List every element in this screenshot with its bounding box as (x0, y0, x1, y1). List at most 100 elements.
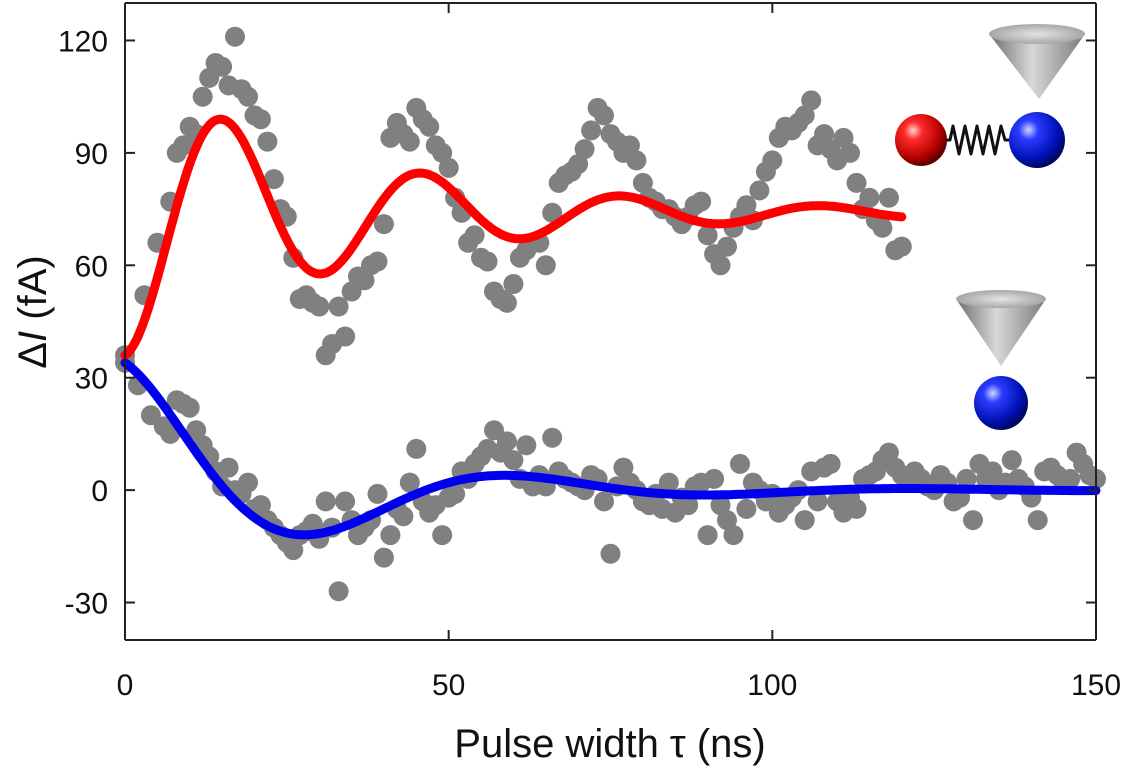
coupled-spins-data-point (794, 105, 815, 126)
coupled-spins-data-point (717, 236, 737, 257)
axes-frame (124, 2, 1097, 641)
coupled-spins-data-point (399, 131, 420, 152)
coupled-spins-data-point (814, 124, 835, 145)
stm-tip-icon (956, 290, 1046, 366)
single-spin-data-point (963, 510, 983, 531)
coupled-spins-data-point (250, 109, 271, 130)
single-spin-data-point (846, 498, 867, 519)
y-axis-label-unit: (fA) (11, 255, 55, 331)
single-spin-data-point (373, 547, 394, 568)
single-spin-data-point (704, 468, 725, 489)
single-spin-data-point (406, 438, 427, 459)
single-spin-data-point (140, 405, 161, 426)
coupled-spins-data-point (542, 202, 563, 223)
single-spin-data-point (283, 540, 304, 561)
single-spin-data-point (380, 525, 401, 546)
coupled-spins-data-point (846, 172, 867, 193)
coupled-spins-data-point (594, 105, 614, 126)
single-spin-data-point (723, 525, 744, 546)
single-spin-data-point (710, 495, 731, 516)
single-spin-data-point (335, 491, 356, 512)
single-spin-data-point (878, 442, 899, 463)
coupled-spins-data-point (328, 296, 349, 317)
blue-spin-icon (974, 376, 1028, 430)
stm-tip-icon (989, 24, 1085, 99)
y-tick-labels: -30 0 30 60 90 120 (58, 26, 108, 621)
y-tick-label: 0 (91, 475, 108, 508)
coupled-spins-data-point (859, 187, 880, 208)
coupled-spins-data-point (432, 142, 453, 163)
coupled-spins-data-point (762, 150, 783, 171)
single-spin-data-point (250, 495, 271, 516)
single-spin-data-point (730, 453, 750, 474)
single-spin-data-point (393, 506, 414, 527)
coupled-spins-data-point (367, 251, 388, 272)
single-spin-data-point (179, 397, 200, 418)
x-tick-label: 100 (747, 669, 797, 702)
single-spin-schematic (956, 290, 1046, 430)
coupled-spins-data-point (833, 127, 854, 148)
coupled-spins-data-point (438, 157, 459, 178)
coupled-spins-data-point (212, 56, 233, 77)
x-tick-labels: 0 50 100 150 (117, 669, 1121, 702)
coupled-spins-data-point (801, 90, 822, 111)
coupled-spins-data-points (115, 26, 912, 366)
single-spin-data-point (315, 491, 336, 512)
coupled-spins-data-point (257, 131, 278, 152)
x-axis-label: Pulse width τ (ns) (454, 722, 765, 766)
single-spin-data-point (186, 420, 207, 441)
y-tick-label: 90 (75, 138, 108, 171)
coupled-spins-schematic (895, 24, 1085, 168)
coupled-spins-data-point (891, 236, 912, 257)
red-spin-icon (895, 114, 947, 166)
single-spin-data-point (432, 525, 453, 546)
coupled-spins-fit-curve (120, 114, 907, 360)
single-spin-data-point (1060, 468, 1081, 489)
single-spin-data-point (697, 525, 718, 546)
y-axis-label-prefix: Δ (11, 342, 55, 369)
coupled-spins-data-point (341, 281, 362, 302)
single-spin-data-point (328, 581, 349, 602)
single-spin-data-point (794, 510, 815, 531)
single-spin-data-point (542, 427, 563, 448)
single-spin-data-point (503, 450, 524, 471)
plot-area (115, 26, 1106, 602)
coupled-spins-data-point (477, 251, 498, 272)
single-spin-data-point (820, 453, 841, 474)
single-spin-data-point (717, 510, 737, 531)
single-spin-data-point (1001, 450, 1022, 471)
single-spin-data-point (594, 491, 614, 512)
coupled-spins-data-point (496, 292, 517, 313)
spring-icon (944, 124, 1011, 156)
coupled-spins-data-point (626, 150, 647, 171)
coupled-spins-data-point (263, 169, 284, 190)
single-spin-data-point (367, 483, 388, 504)
single-spin-data-point (613, 457, 634, 478)
single-spin-data-point (956, 468, 977, 489)
coupled-spins-data-point (697, 225, 718, 246)
coupled-spins-data-point (574, 139, 595, 160)
single-spin-data-point (496, 431, 517, 452)
coupled-spins-data-point (736, 195, 757, 216)
coupled-spins-data-point (354, 270, 375, 291)
single-spin-data-point (807, 491, 828, 512)
coupled-spins-data-point (691, 191, 712, 212)
single-spin-data-point (736, 498, 757, 519)
single-spin-data-point (600, 543, 621, 564)
coupled-spins-data-point (373, 214, 394, 235)
single-spin-data-point (658, 472, 679, 493)
axis-ticks (124, 3, 1097, 640)
coupled-spins-data-point (710, 255, 731, 276)
x-tick-label: 150 (1071, 669, 1121, 702)
single-spin-data-point (678, 495, 699, 516)
coupled-spins-data-point (419, 116, 440, 137)
coupled-spins-data-point (238, 86, 258, 107)
single-spin-data-point (516, 435, 537, 456)
y-tick-label: -30 (65, 588, 108, 621)
single-spin-data-point (302, 513, 323, 534)
single-spin-data-point (484, 420, 504, 441)
single-spin-data-point (982, 461, 1003, 482)
coupled-spins-data-point (872, 217, 893, 238)
single-spin-data-point (445, 483, 466, 504)
